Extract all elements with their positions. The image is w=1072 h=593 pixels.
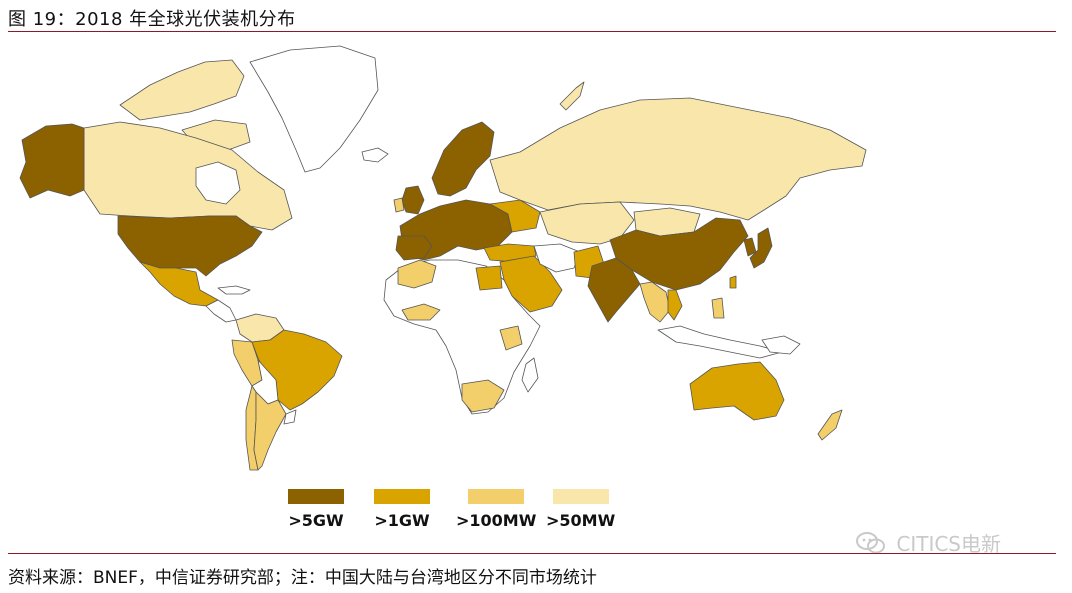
legend-label: >5GW bbox=[288, 511, 344, 530]
watermark: CITICS电新 bbox=[856, 528, 1001, 560]
region-turkey bbox=[483, 243, 537, 263]
region-east-africa bbox=[499, 325, 523, 351]
legend-swatch bbox=[288, 489, 344, 504]
region-scandinavia bbox=[431, 121, 495, 197]
legend-item: >1GW bbox=[374, 489, 430, 530]
region-iran bbox=[533, 243, 581, 273]
region-canada-arctic bbox=[119, 59, 245, 121]
region-new-zealand bbox=[817, 409, 843, 441]
region-iceland bbox=[361, 147, 389, 163]
wechat-icon bbox=[856, 531, 886, 560]
legend-swatch bbox=[552, 489, 609, 504]
legend-item: >50MW bbox=[546, 489, 615, 530]
region-argentina bbox=[253, 391, 287, 471]
bottom-rule bbox=[8, 553, 1056, 554]
legend-label: >50MW bbox=[546, 511, 616, 530]
region-novaya-zemlya bbox=[559, 81, 585, 111]
region-uk bbox=[401, 185, 425, 215]
region-papua bbox=[761, 335, 801, 355]
legend-swatch bbox=[374, 489, 430, 504]
region-north-africa bbox=[397, 259, 437, 289]
region-ireland bbox=[393, 197, 405, 213]
legend-label: >1GW bbox=[374, 511, 430, 530]
region-caribbean bbox=[217, 285, 251, 295]
figure-title: 图 19：2018 年全球光伏装机分布 bbox=[8, 9, 296, 30]
region-south-africa bbox=[461, 379, 505, 413]
region-philippines bbox=[711, 297, 725, 319]
legend-item: >5GW bbox=[288, 489, 344, 530]
region-uruguay bbox=[283, 409, 297, 425]
region-china bbox=[609, 217, 749, 291]
region-india bbox=[587, 257, 641, 323]
legend: >5GW >1GW >100MW >50MW bbox=[288, 489, 628, 533]
region-usa bbox=[117, 215, 263, 277]
region-greenland bbox=[249, 45, 379, 173]
region-southeast-asia bbox=[639, 281, 671, 323]
legend-item: >100MW bbox=[456, 489, 536, 530]
region-africa bbox=[383, 259, 541, 415]
region-japan bbox=[749, 227, 773, 269]
watermark-text: CITICS电新 bbox=[896, 532, 1001, 556]
region-vietnam bbox=[667, 289, 683, 321]
region-taiwan bbox=[729, 275, 737, 289]
region-russia bbox=[489, 97, 867, 221]
region-madagascar bbox=[521, 357, 539, 393]
top-rule bbox=[8, 31, 1056, 32]
legend-label: >100MW bbox=[456, 511, 537, 530]
source-note: 资料来源：BNEF，中信证券研究部；注：中国大陆与台湾地区分不同市场统计 bbox=[8, 568, 597, 588]
region-hudson-bay bbox=[195, 161, 241, 205]
legend-swatch bbox=[468, 489, 525, 504]
region-australia bbox=[689, 361, 785, 421]
region-canada bbox=[83, 121, 293, 231]
region-alaska bbox=[19, 123, 85, 199]
region-west-africa bbox=[401, 303, 441, 321]
region-egypt bbox=[475, 265, 503, 291]
region-iberia bbox=[395, 235, 433, 261]
